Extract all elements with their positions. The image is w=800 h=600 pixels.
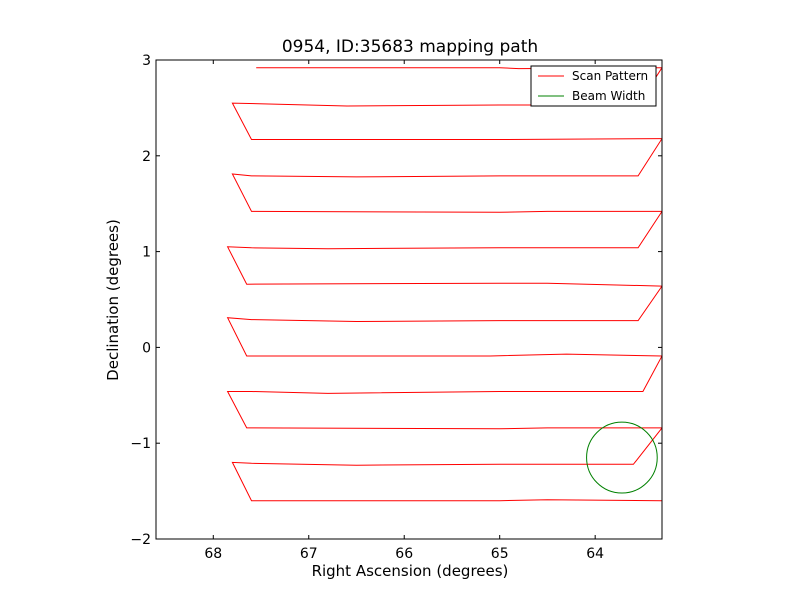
y-tick-label: −1 (130, 436, 151, 452)
legend-frame (530, 65, 657, 107)
chart-title: 0954, ID:35683 mapping path (282, 37, 538, 57)
y-tick-label: −2 (130, 532, 151, 548)
y-tick-label: 0 (142, 340, 151, 356)
x-tick-label: 68 (204, 546, 222, 562)
x-tick-label: 65 (491, 546, 509, 562)
x-tick-label: 67 (300, 546, 318, 562)
y-tick-label: 1 (142, 245, 151, 261)
legend-label-beam-width: Beam Width (572, 89, 645, 103)
legend-label-scan-pattern: Scan Pattern (572, 69, 648, 83)
plot-area: 68 67 66 65 64 −2 −1 0 1 2 3 (130, 53, 663, 562)
x-axis-label: Right Ascension (degrees) (312, 562, 509, 580)
beam-width-circle (586, 421, 658, 494)
legend: Scan Pattern Beam Width (530, 65, 657, 107)
y-tick-label: 2 (142, 149, 151, 165)
plot-frame (155, 59, 663, 540)
y-tick-label: 3 (142, 53, 151, 69)
x-tick-label: 64 (586, 546, 604, 562)
x-tick-label: 66 (395, 546, 413, 562)
y-axis-label: Declination (degrees) (104, 219, 122, 381)
series-line-scan-pattern (226, 67, 662, 502)
